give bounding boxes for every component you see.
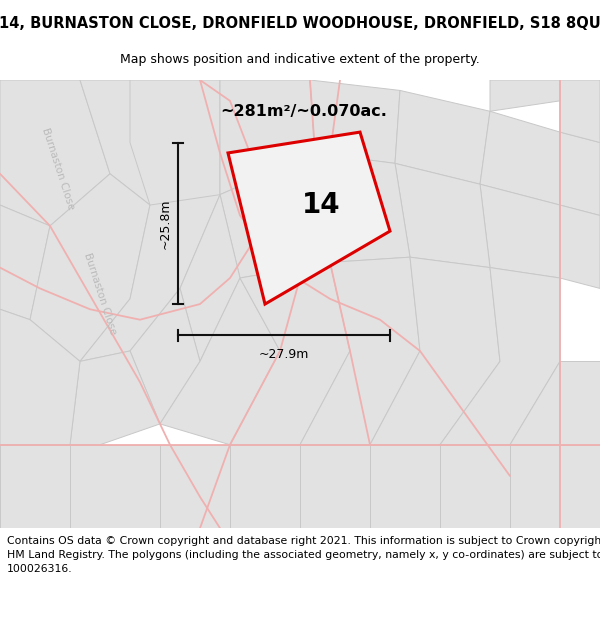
Text: 14, BURNASTON CLOSE, DRONFIELD WOODHOUSE, DRONFIELD, S18 8QU: 14, BURNASTON CLOSE, DRONFIELD WOODHOUSE…	[0, 16, 600, 31]
Polygon shape	[0, 309, 80, 445]
Polygon shape	[300, 445, 370, 528]
Polygon shape	[220, 80, 315, 194]
Text: ~281m²/~0.070ac.: ~281m²/~0.070ac.	[220, 104, 387, 119]
Polygon shape	[130, 80, 220, 205]
Polygon shape	[230, 262, 350, 445]
Polygon shape	[510, 445, 600, 528]
Text: Burnaston Close: Burnaston Close	[82, 251, 118, 336]
Polygon shape	[230, 445, 300, 528]
Polygon shape	[160, 445, 230, 528]
Text: Contains OS data © Crown copyright and database right 2021. This information is : Contains OS data © Crown copyright and d…	[7, 536, 600, 574]
Polygon shape	[560, 361, 600, 445]
Polygon shape	[220, 153, 330, 278]
Polygon shape	[370, 257, 500, 445]
Polygon shape	[300, 257, 420, 445]
Text: Burnaston Close: Burnaston Close	[40, 126, 76, 211]
Polygon shape	[395, 91, 490, 184]
Polygon shape	[0, 80, 110, 226]
Text: ~25.8m: ~25.8m	[159, 198, 172, 249]
Text: ~27.9m: ~27.9m	[259, 348, 309, 361]
Text: Map shows position and indicative extent of the property.: Map shows position and indicative extent…	[120, 54, 480, 66]
Polygon shape	[490, 80, 560, 111]
Polygon shape	[228, 132, 390, 304]
Polygon shape	[80, 80, 230, 361]
Polygon shape	[315, 153, 410, 262]
Polygon shape	[510, 361, 560, 445]
Polygon shape	[370, 445, 440, 528]
Polygon shape	[310, 80, 400, 163]
Polygon shape	[30, 174, 150, 361]
Polygon shape	[440, 445, 510, 528]
Polygon shape	[395, 163, 490, 268]
Polygon shape	[560, 80, 600, 142]
Polygon shape	[560, 132, 600, 216]
Polygon shape	[130, 288, 200, 424]
Polygon shape	[160, 278, 280, 445]
Polygon shape	[180, 194, 240, 361]
Polygon shape	[80, 80, 200, 205]
Polygon shape	[480, 184, 560, 278]
Polygon shape	[480, 111, 560, 205]
Text: 14: 14	[301, 191, 340, 219]
Polygon shape	[0, 205, 50, 320]
Polygon shape	[70, 351, 160, 445]
Polygon shape	[0, 445, 70, 528]
Polygon shape	[440, 268, 560, 445]
Polygon shape	[560, 205, 600, 288]
Polygon shape	[70, 445, 160, 528]
